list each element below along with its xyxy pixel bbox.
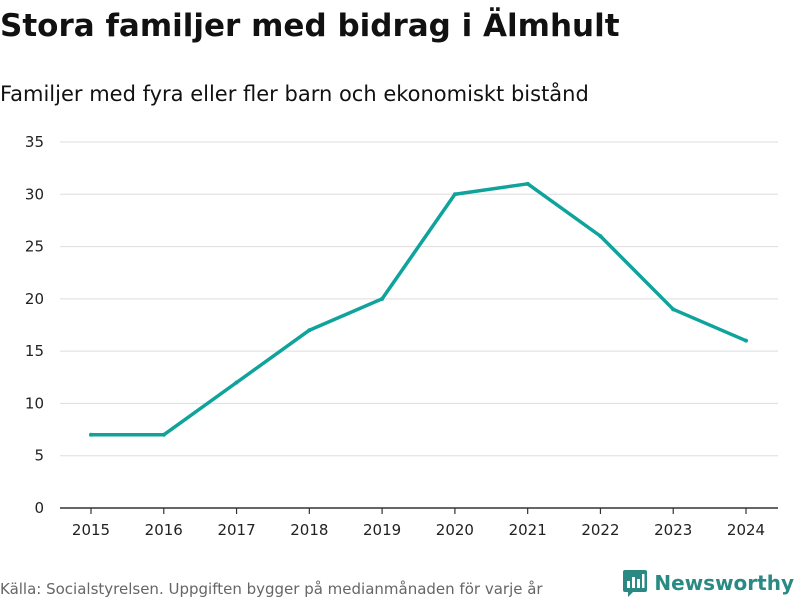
chart-subtitle: Familjer med fyra eller fler barn och ek… bbox=[0, 82, 589, 106]
y-tick-label: 15 bbox=[25, 342, 44, 360]
data-point bbox=[161, 432, 166, 437]
chart-title: Stora familjer med bidrag i Älmhult bbox=[0, 8, 620, 44]
x-tick-label: 2017 bbox=[217, 521, 255, 539]
x-axis-ticks: 2015 2016 2017 2018 2019 2020 2021 2022 2023 2024 bbox=[72, 508, 765, 539]
x-tick-label: 2024 bbox=[727, 521, 765, 539]
x-tick-label: 2021 bbox=[509, 521, 547, 539]
y-tick-label: 20 bbox=[25, 290, 44, 308]
data-point bbox=[307, 328, 312, 333]
data-point bbox=[234, 380, 239, 385]
y-tick-label: 35 bbox=[25, 133, 44, 151]
brand-name: Newsworthy bbox=[654, 571, 794, 595]
x-tick-label: 2019 bbox=[363, 521, 401, 539]
data-point bbox=[671, 307, 676, 312]
data-point bbox=[380, 296, 385, 301]
y-tick-label: 25 bbox=[25, 238, 44, 256]
y-axis-ticks: 0 5 10 15 20 25 30 35 bbox=[25, 133, 44, 517]
y-tick-label: 10 bbox=[25, 394, 44, 412]
x-tick-label: 2018 bbox=[290, 521, 328, 539]
x-tick-label: 2023 bbox=[654, 521, 692, 539]
x-tick-label: 2020 bbox=[436, 521, 474, 539]
data-point bbox=[598, 234, 603, 239]
y-tick-label: 5 bbox=[34, 447, 44, 465]
source-note: Källa: Socialstyrelsen. Uppgiften bygger… bbox=[0, 580, 543, 598]
x-tick-label: 2015 bbox=[72, 521, 110, 539]
series-group bbox=[89, 181, 748, 437]
newsworthy-logo-icon bbox=[623, 570, 648, 597]
data-point bbox=[89, 432, 93, 437]
data-point bbox=[452, 192, 457, 197]
brand-logo[interactable]: Newsworthy bbox=[622, 568, 794, 598]
x-tick-label: 2022 bbox=[581, 521, 619, 539]
data-point bbox=[744, 338, 748, 343]
data-point bbox=[525, 181, 530, 186]
series-line bbox=[89, 182, 748, 437]
y-tick-label: 0 bbox=[34, 499, 44, 517]
x-tick-label: 2016 bbox=[145, 521, 183, 539]
gridlines bbox=[60, 141, 778, 457]
y-tick-label: 30 bbox=[25, 185, 44, 203]
